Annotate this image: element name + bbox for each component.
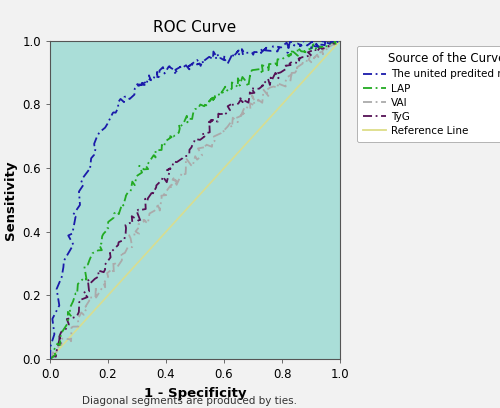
Legend: The united predited model, LAP, VAI, TyG, Reference Line: The united predited model, LAP, VAI, TyG… (357, 46, 500, 142)
Text: Diagonal segments are produced by ties.: Diagonal segments are produced by ties. (82, 396, 298, 406)
X-axis label: 1 - Specificity: 1 - Specificity (144, 387, 246, 399)
Title: ROC Curve: ROC Curve (154, 20, 236, 35)
Y-axis label: Sensitivity: Sensitivity (4, 160, 17, 239)
